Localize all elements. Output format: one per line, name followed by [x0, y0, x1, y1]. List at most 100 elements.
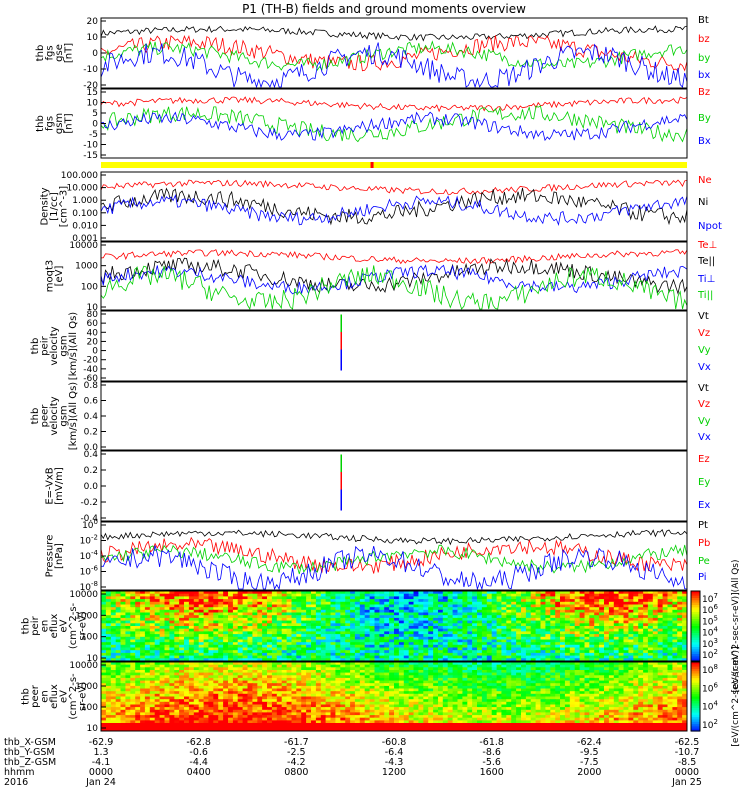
spectrogram-cell: [330, 655, 336, 659]
spectrogram-cell: [130, 607, 136, 611]
spectrogram-cell: [179, 612, 185, 616]
spectrogram-cell: [643, 664, 649, 668]
spectrogram-cell: [511, 609, 517, 614]
spectrogram-cell: [184, 677, 190, 682]
spectrogram-cell: [159, 634, 166, 638]
spectrogram-cell: [174, 596, 180, 600]
spectrogram-cell: [325, 658, 332, 661]
spectrogram-cell: [140, 672, 146, 676]
spectrogram-cell: [657, 591, 664, 595]
spectrogram-cell: [281, 655, 288, 659]
spectrogram-cell: [188, 623, 195, 627]
spectrogram-cell: [672, 626, 678, 630]
spectrogram-cell: [457, 601, 463, 606]
spectrogram-cell: [447, 596, 454, 600]
spectrogram-cell: [594, 620, 600, 624]
spectrogram-cell: [247, 688, 253, 692]
spectrogram-cell: [638, 677, 644, 682]
spectrogram-cell: [477, 617, 483, 622]
spectrogram-cell: [213, 685, 219, 690]
spectrogram-cell: [550, 591, 556, 595]
spectrogram-cell: [408, 650, 415, 654]
spectrogram-cell: [296, 696, 302, 700]
spectrogram-cell: [130, 599, 136, 603]
spectrogram-cell: [144, 688, 151, 692]
spectrogram-cell: [652, 609, 659, 614]
spectrogram-cell: [301, 599, 307, 603]
spectrogram-cell: [101, 675, 107, 679]
spectrogram-cell: [281, 683, 288, 687]
panel-4-plot: [101, 249, 687, 310]
spectrogram-cell: [628, 683, 634, 687]
legend-Vx: Vx: [698, 362, 711, 373]
spectrogram-cell: [252, 655, 258, 659]
spectrogram-cell: [682, 667, 687, 671]
spectrogram-cell: [281, 652, 288, 657]
spectrogram-cell: [413, 683, 419, 687]
spectrogram-cell: [418, 658, 424, 661]
spectrogram-cell: [584, 670, 590, 674]
spectrogram-cell: [169, 670, 175, 674]
spectrogram-cell: [164, 639, 170, 643]
spectrogram-cell: [535, 628, 542, 632]
spectrogram-cell: [584, 612, 590, 616]
spectrogram-cell: [564, 636, 571, 641]
spectrogram-cell: [296, 642, 302, 646]
spectrogram-cell: [428, 650, 434, 654]
legend-Vy: Vy: [698, 345, 711, 356]
spectrogram-cell: [179, 650, 185, 654]
spectrogram-cell: [218, 677, 224, 682]
spectrogram-cell: [481, 615, 488, 619]
spectrogram-cell: [613, 612, 620, 616]
spectrogram-cell: [647, 688, 654, 692]
spectrogram-cell: [203, 664, 210, 668]
spectrogram-cell: [472, 677, 478, 682]
spectrogram-cell: [232, 612, 239, 616]
spectrogram-cell: [428, 623, 434, 627]
spectrogram-cell: [276, 664, 283, 668]
spectrogram-cell: [560, 604, 566, 608]
spectrogram-cell: [428, 599, 434, 603]
spectrogram-cell: [247, 647, 253, 651]
spectrogram-cell: [379, 626, 385, 630]
spectrogram-cell: [213, 639, 219, 643]
spectrogram-cell: [135, 670, 141, 674]
spectrogram-cell: [530, 642, 537, 646]
spectrogram-cell: [223, 631, 229, 635]
spectrogram-cell: [130, 609, 136, 614]
spectrogram-cell: [623, 693, 629, 698]
spectrogram-cell: [306, 664, 312, 668]
spectrogram-cell: [521, 607, 527, 611]
spectrogram-cell: [179, 615, 185, 619]
spectrogram-cell: [447, 664, 454, 668]
spectrogram-cell: [433, 593, 439, 597]
y-tick-label: 0: [92, 49, 98, 59]
spectrogram-cell: [281, 609, 288, 614]
spectrogram-cell: [154, 634, 161, 638]
spectrogram-cell: [174, 631, 180, 635]
spectrogram-cell: [105, 693, 112, 698]
spectrogram-cell: [296, 644, 302, 649]
spectrogram-cell: [130, 693, 136, 698]
spectrogram-cell: [408, 628, 415, 632]
spectrogram-cell: [369, 591, 376, 595]
spectrogram-cell: [105, 604, 112, 608]
spectrogram-cell: [203, 644, 210, 649]
spectrogram-cell: [442, 612, 449, 616]
y-tick-label: 10000: [69, 241, 98, 251]
spectrogram-cell: [105, 680, 112, 684]
spectrogram-cell: [340, 615, 346, 619]
spectrogram-cell: [560, 620, 566, 624]
spectrogram-cell: [574, 685, 581, 690]
spectrogram-cell: [184, 642, 190, 646]
spectrogram-cell: [169, 693, 175, 698]
spectrogram-cell: [452, 658, 459, 661]
spectrogram-cell: [604, 662, 610, 666]
spectrogram-cell: [677, 620, 683, 624]
spectrogram-cell: [232, 636, 239, 641]
spectrogram-cell: [638, 667, 644, 671]
spectrogram-cell: [320, 693, 327, 698]
spectrogram-cell: [306, 675, 312, 679]
